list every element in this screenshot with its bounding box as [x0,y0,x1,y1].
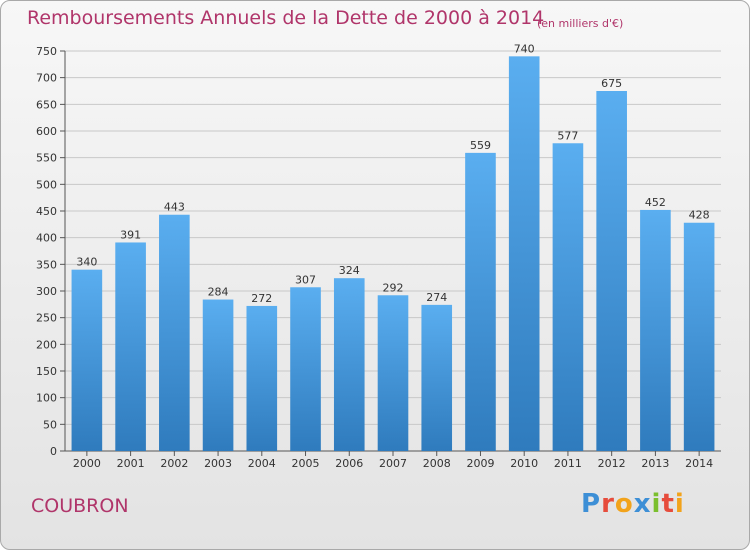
y-tick-label: 100 [36,392,57,405]
logo-letter: P [581,489,602,519]
y-tick-label: 750 [36,45,57,58]
bar-value-label: 274 [426,291,447,304]
chart-title: Remboursements Annuels de la Dette de 20… [27,7,545,29]
bar-2009 [465,152,496,451]
y-tick-label: 50 [43,418,57,431]
x-tick-label: 2005 [292,457,320,470]
x-tick-label: 2011 [554,457,582,470]
x-tick-label: 2007 [379,457,407,470]
x-tick-label: 2010 [510,457,538,470]
y-tick-label: 400 [36,232,57,245]
bar-2000 [71,269,103,451]
logo-letter: r [601,489,615,519]
bar-2006 [333,278,365,451]
bar-2008 [421,304,453,451]
y-tick-label: 0 [50,445,57,458]
y-tick-label: 600 [36,125,57,138]
bar-2002 [159,214,190,451]
bars [71,56,715,451]
bar-2011 [552,143,584,451]
x-tick-label: 2001 [117,457,145,470]
bar-value-label: 675 [601,77,622,90]
x-tick-label: 2013 [641,457,669,470]
y-tick-label: 350 [36,258,57,271]
logo-letter: i [674,489,685,519]
axes: 0 50 100 150 200 250 300 350 400 450 500 550 600 650 7… [36,45,721,470]
bar-value-label: 740 [514,42,535,55]
bar-value-label: 443 [164,201,185,214]
town-name: COUBRON [31,495,129,517]
x-tick-label: 2014 [685,457,713,470]
x-tick-label: 2012 [598,457,626,470]
bar-value-label: 272 [251,292,272,305]
bar-value-label: 292 [383,281,404,294]
y-tick-label: 450 [36,205,57,218]
y-tick-label: 200 [36,338,57,351]
bar-2001 [115,242,146,451]
bar-2013 [640,209,671,451]
x-tick-label: 2006 [335,457,363,470]
data-labels: 340 391 443 284 272 307 324 292 274 559 740 577 675 4… [76,42,709,305]
y-tick-label: 550 [36,152,57,165]
x-tick-label: 2003 [204,457,232,470]
x-tick-label: 2004 [248,457,276,470]
bar-value-label: 391 [120,228,141,241]
bar-value-label: 452 [645,196,666,209]
x-tick-label: 2000 [73,457,101,470]
y-tick-label: 250 [36,312,57,325]
chart-subtitle: (en milliers d'€) [537,17,624,30]
x-tick-label: 2002 [160,457,188,470]
logo-letter: i [651,489,662,519]
bar-value-label: 428 [689,209,710,222]
y-tick-label: 150 [36,365,57,378]
bar-2004 [246,305,278,451]
proxiti-logo[interactable]: Proxiti [581,489,685,519]
bar-value-label: 340 [76,256,97,269]
bar-2003 [202,299,234,451]
y-tick-label: 300 [36,285,57,298]
bar-2012 [596,91,627,451]
bar-value-label: 307 [295,273,316,286]
logo-letter: t [661,489,675,519]
bar-value-label: 559 [470,139,491,152]
x-tick-label: 2008 [423,457,451,470]
bar-2010 [508,56,540,451]
bar-2014 [683,222,715,451]
bar-2007 [377,295,409,451]
logo-letter: x [633,489,652,519]
logo-letter: o [614,489,634,519]
y-tick-label: 650 [36,98,57,111]
bar-value-label: 324 [339,264,360,277]
y-tick-label: 500 [36,178,57,191]
y-tick-label: 700 [36,72,57,85]
x-tick-label: 2009 [466,457,494,470]
bar-value-label: 577 [557,129,578,142]
bar-value-label: 284 [208,286,229,299]
bar-2005 [290,287,321,451]
